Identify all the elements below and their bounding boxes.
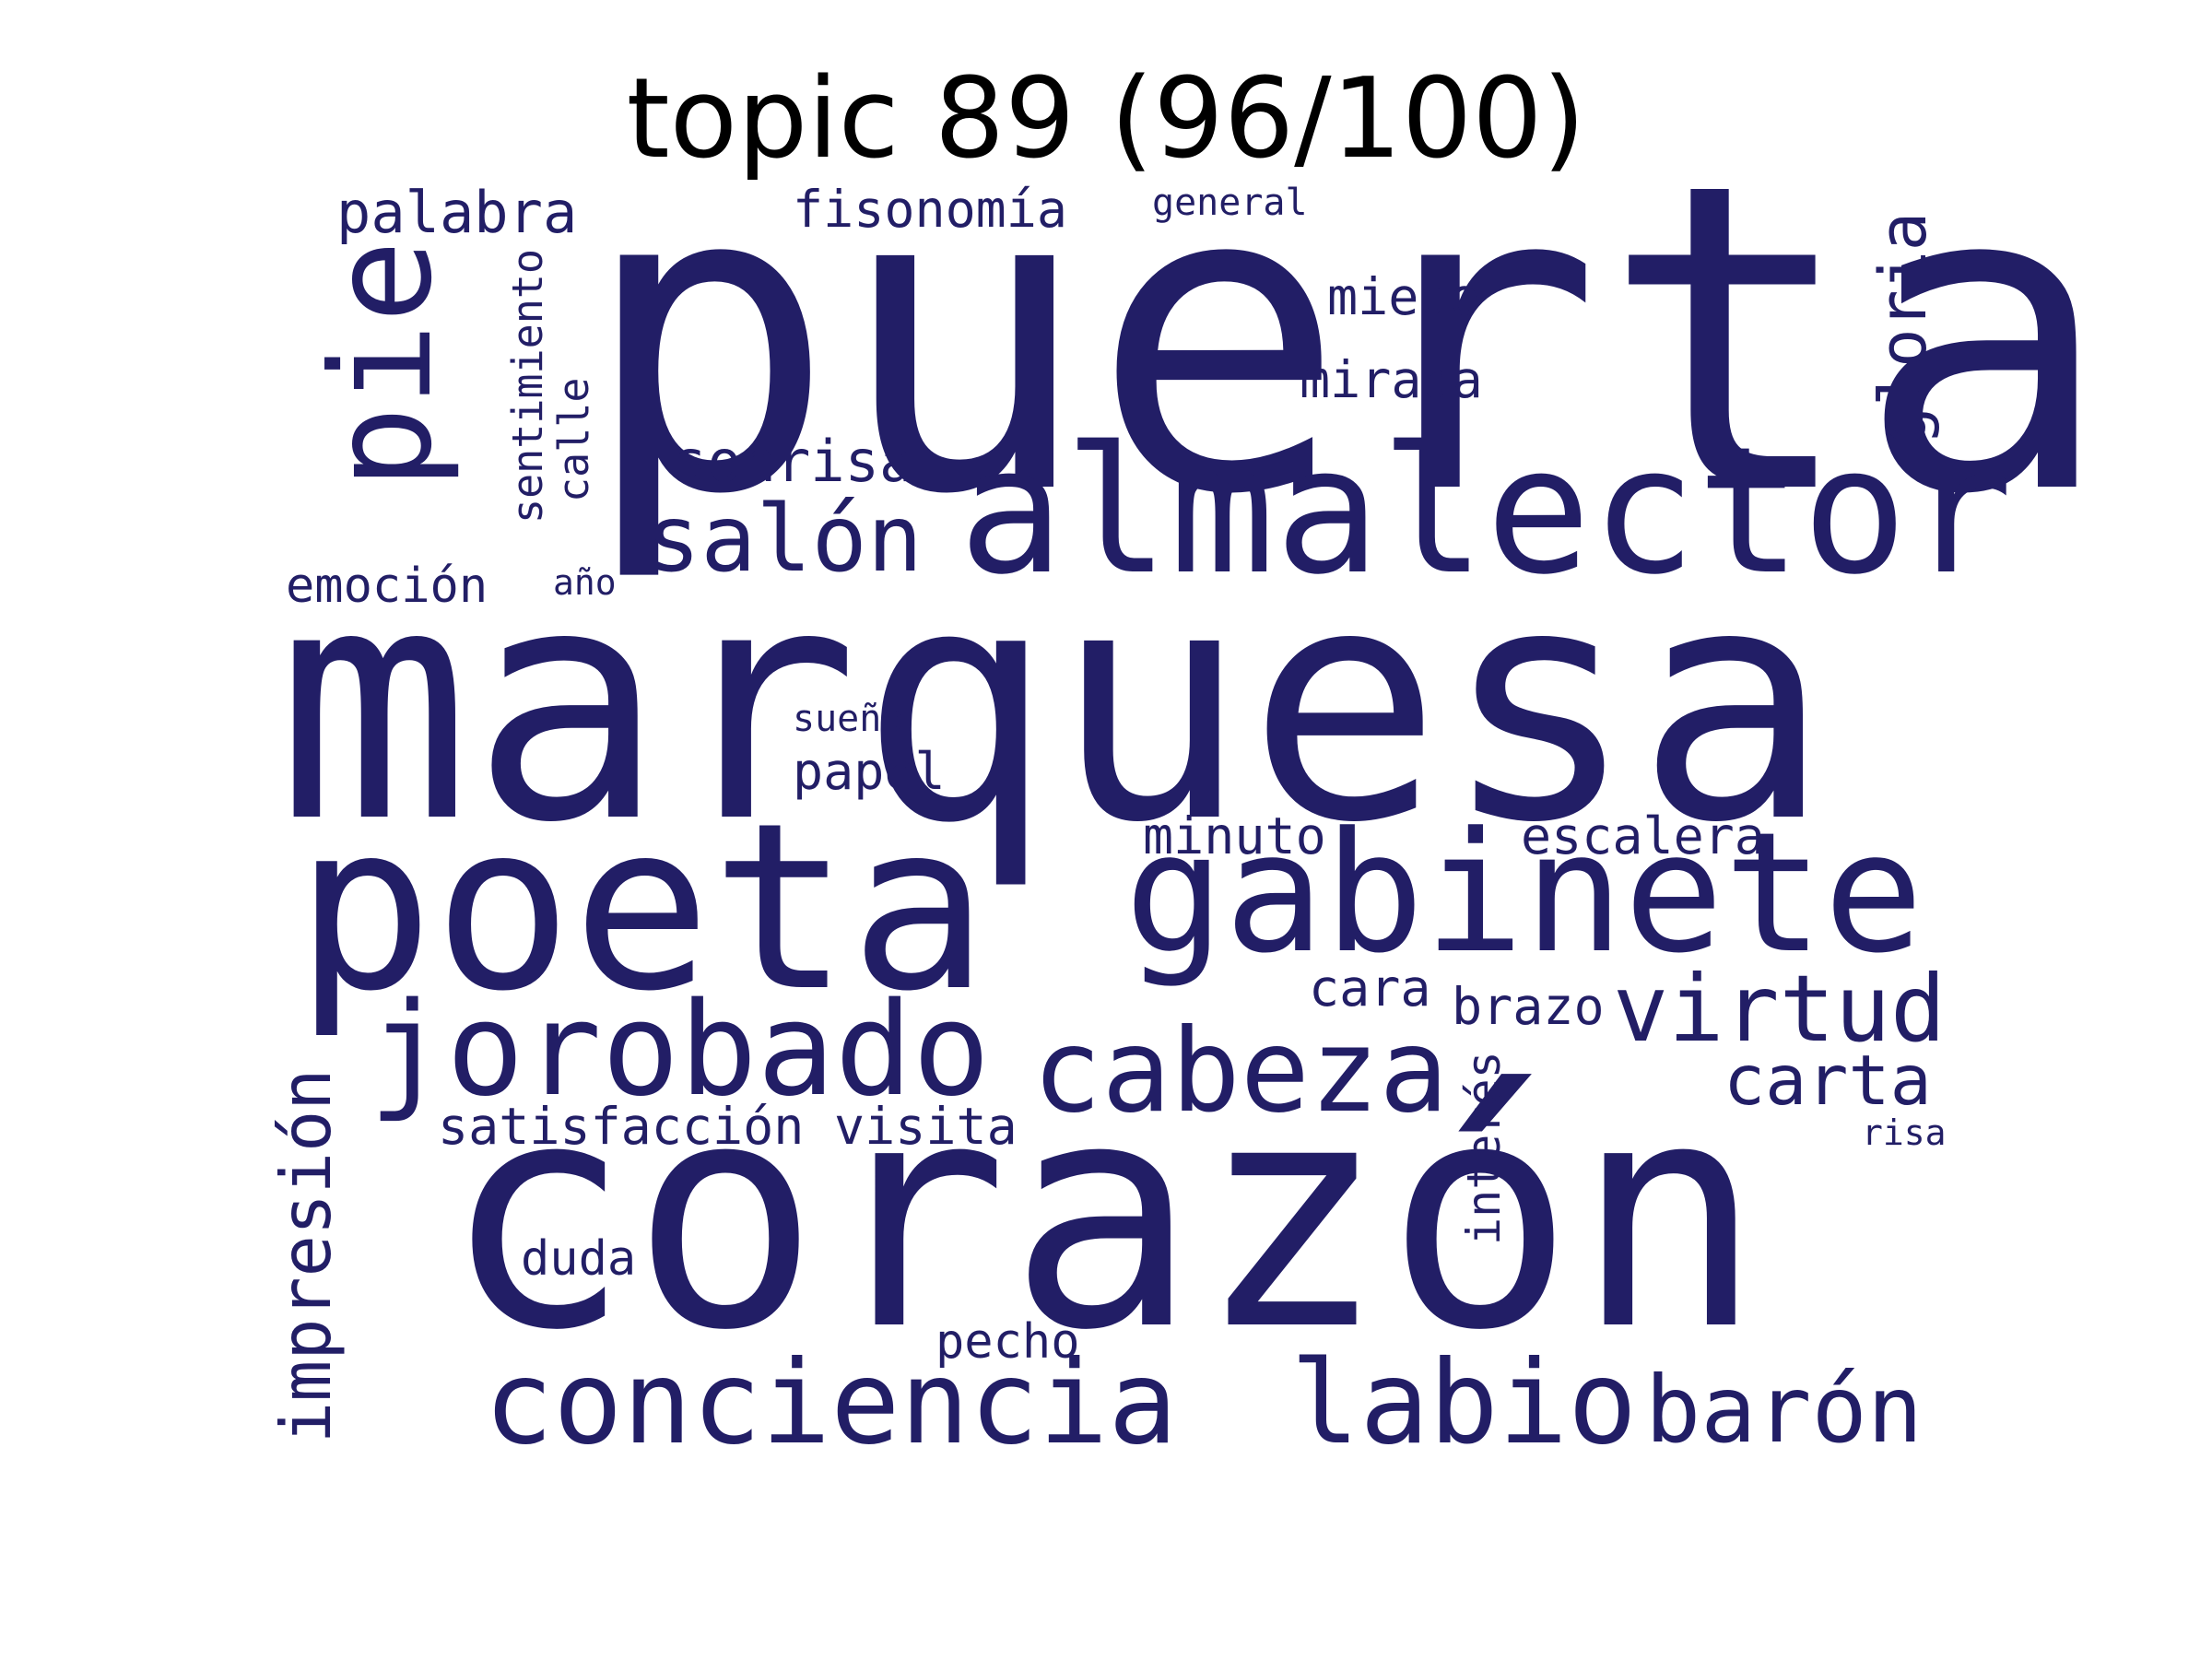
word-11: barón [1645, 1356, 1924, 1464]
word-13: virtud [1613, 955, 1947, 1063]
word-25: año [553, 562, 617, 603]
word-5: gabinete [1124, 797, 1924, 990]
word-4: almalector [959, 409, 2013, 613]
word-35: visita [834, 1097, 1018, 1156]
word-32: brazo [1452, 977, 1605, 1036]
word-7: jorobado [369, 975, 991, 1125]
word-29: minuto [1143, 806, 1326, 865]
word-8: cabeza [1032, 1005, 1449, 1138]
word-16: gloria [1865, 212, 1941, 445]
word-24: emoción [286, 559, 488, 614]
word-20: miedo [1327, 267, 1480, 326]
word-18: sonrisa [673, 428, 914, 495]
word-9: conciencia [484, 1336, 1178, 1470]
word-27: sueño [793, 698, 904, 740]
word-12: salón [645, 485, 924, 593]
word-10: labio [1290, 1336, 1638, 1470]
word-28: papel [793, 742, 946, 801]
word-2: corazón [442, 1034, 1763, 1399]
word-3: poeta [295, 773, 989, 1041]
word-30: escalera [1521, 806, 1765, 865]
word-22: sentimiento [503, 248, 552, 524]
word-21: mirada [1300, 350, 1483, 409]
word-38: pecho [935, 1314, 1080, 1370]
word-15: impresión [265, 1068, 347, 1443]
word-14: carta [1724, 1040, 1932, 1121]
word-1: marquesa [276, 517, 1830, 893]
word-34: satisfacción [438, 1097, 805, 1156]
word-37: duda [521, 1231, 637, 1287]
chart-title: topic 89 (96/100) [626, 55, 1586, 183]
word-17: palabra [336, 179, 578, 246]
word-33: interés [1457, 1051, 1511, 1245]
word-19: fisonomía [793, 180, 1068, 239]
word-23: calle [549, 377, 598, 502]
word-36: risa [1862, 1112, 1947, 1153]
word-6: pie [302, 240, 463, 489]
word-26: general [1152, 182, 1308, 224]
word-0: puerta [581, 94, 2112, 587]
word-31: cara [1309, 959, 1431, 1018]
